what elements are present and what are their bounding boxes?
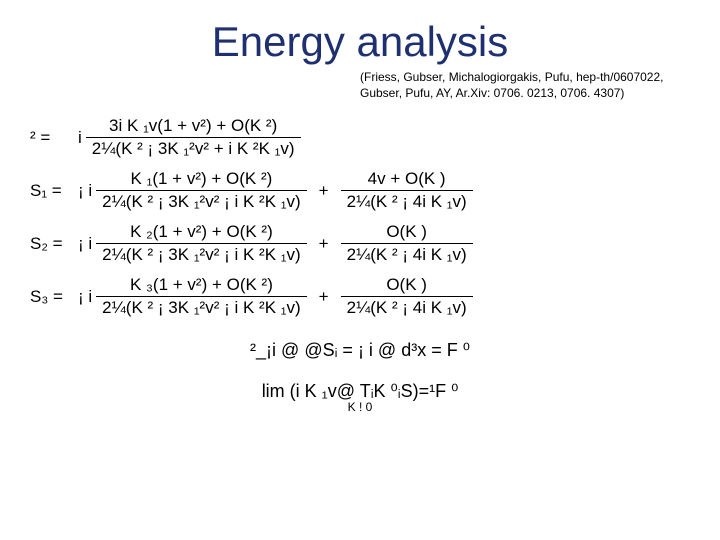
footer1-text: ²_¡i @ @Sᵢ = ¡ i @ d³x = F ⁰ bbox=[250, 340, 470, 360]
eq2b-den: 2¼(K ² ¡ 4i K ₁v) bbox=[341, 244, 473, 266]
eq3-fraction-b: O(K ) 2¼(K ² ¡ 4i K ₁v) bbox=[341, 274, 473, 319]
plus-sign: + bbox=[319, 234, 329, 254]
footer-equation-2: lim (i K ₁v@ TᵢK ⁰ᵢS)=¹F ⁰ K ! 0 bbox=[30, 381, 690, 414]
eq3-pre: ¡ i bbox=[78, 287, 92, 307]
eq1-den: 2¼(K ² ¡ 3K ₁²v² ¡ i K ²K ₁v) bbox=[96, 191, 307, 213]
eq3-den: 2¼(K ² ¡ 3K ₁²v² ¡ i K ²K ₁v) bbox=[96, 297, 307, 319]
eq0-fraction: 3i K ₁v(1 + v²) + O(K ²) 2¼(K ² ¡ 3K ₁²v… bbox=[86, 115, 301, 160]
eq0-label: ² = bbox=[30, 128, 78, 148]
eq3-fraction-a: K ₃(1 + v²) + O(K ²) 2¼(K ² ¡ 3K ₁²v² ¡ … bbox=[96, 274, 307, 319]
eq1-label: S₁ = bbox=[30, 181, 78, 201]
eq2-pre: ¡ i bbox=[78, 234, 92, 254]
eq1-num: K ₁(1 + v²) + O(K ²) bbox=[125, 168, 279, 190]
equation-1: S₁ = ¡ i K ₁(1 + v²) + O(K ²) 2¼(K ² ¡ 3… bbox=[30, 168, 690, 213]
eq3b-num: O(K ) bbox=[380, 274, 433, 296]
eq2-den: 2¼(K ² ¡ 3K ₁²v² ¡ i K ²K ₁v) bbox=[96, 244, 307, 266]
eq2-fraction-b: O(K ) 2¼(K ² ¡ 4i K ₁v) bbox=[341, 221, 473, 266]
eq1b-den: 2¼(K ² ¡ 4i K ₁v) bbox=[341, 191, 473, 213]
citation-line-1: (Friess, Gubser, Michalogiorgakis, Pufu,… bbox=[360, 70, 690, 86]
eq3-num: K ₃(1 + v²) + O(K ²) bbox=[124, 274, 279, 296]
eq0-num: 3i K ₁v(1 + v²) + O(K ²) bbox=[103, 115, 283, 137]
eq2-num: K ₂(1 + v²) + O(K ²) bbox=[124, 221, 279, 243]
eq0-den: 2¼(K ² ¡ 3K ₁²v² + i K ²K ₁v) bbox=[86, 138, 301, 160]
plus-sign: + bbox=[319, 287, 329, 307]
eq2b-num: O(K ) bbox=[380, 221, 433, 243]
eq1-fraction-b: 4v + O(K ) 2¼(K ² ¡ 4i K ₁v) bbox=[341, 168, 473, 213]
eq1b-num: 4v + O(K ) bbox=[362, 168, 452, 190]
equation-0: ² = i 3i K ₁v(1 + v²) + O(K ²) 2¼(K ² ¡ … bbox=[30, 115, 690, 160]
equation-3: S₃ = ¡ i K ₃(1 + v²) + O(K ²) 2¼(K ² ¡ 3… bbox=[30, 274, 690, 319]
footer2-under: K ! 0 bbox=[30, 400, 690, 414]
citation-line-2: Gubser, Pufu, AY, Ar.Xiv: 0706. 0213, 07… bbox=[360, 86, 690, 102]
slide: Energy analysis (Friess, Gubser, Michalo… bbox=[0, 0, 720, 540]
equation-2: S₂ = ¡ i K ₂(1 + v²) + O(K ²) 2¼(K ² ¡ 3… bbox=[30, 221, 690, 266]
eq1-pre: ¡ i bbox=[78, 181, 92, 201]
page-title: Energy analysis bbox=[30, 18, 690, 66]
eq2-fraction-a: K ₂(1 + v²) + O(K ²) 2¼(K ² ¡ 3K ₁²v² ¡ … bbox=[96, 221, 307, 266]
eq3-label: S₃ = bbox=[30, 287, 78, 307]
eq2-label: S₂ = bbox=[30, 234, 78, 254]
eq0-pre: i bbox=[78, 128, 82, 148]
citation: (Friess, Gubser, Michalogiorgakis, Pufu,… bbox=[360, 70, 690, 101]
footer-equation-1: ²_¡i @ @Sᵢ = ¡ i @ d³x = F ⁰ bbox=[30, 335, 690, 367]
equations-block: ² = i 3i K ₁v(1 + v²) + O(K ²) 2¼(K ² ¡ … bbox=[30, 115, 690, 319]
eq1-fraction-a: K ₁(1 + v²) + O(K ²) 2¼(K ² ¡ 3K ₁²v² ¡ … bbox=[96, 168, 307, 213]
eq3b-den: 2¼(K ² ¡ 4i K ₁v) bbox=[341, 297, 473, 319]
plus-sign: + bbox=[319, 181, 329, 201]
footer2-main: lim (i K ₁v@ TᵢK ⁰ᵢS)=¹F ⁰ bbox=[262, 381, 459, 401]
